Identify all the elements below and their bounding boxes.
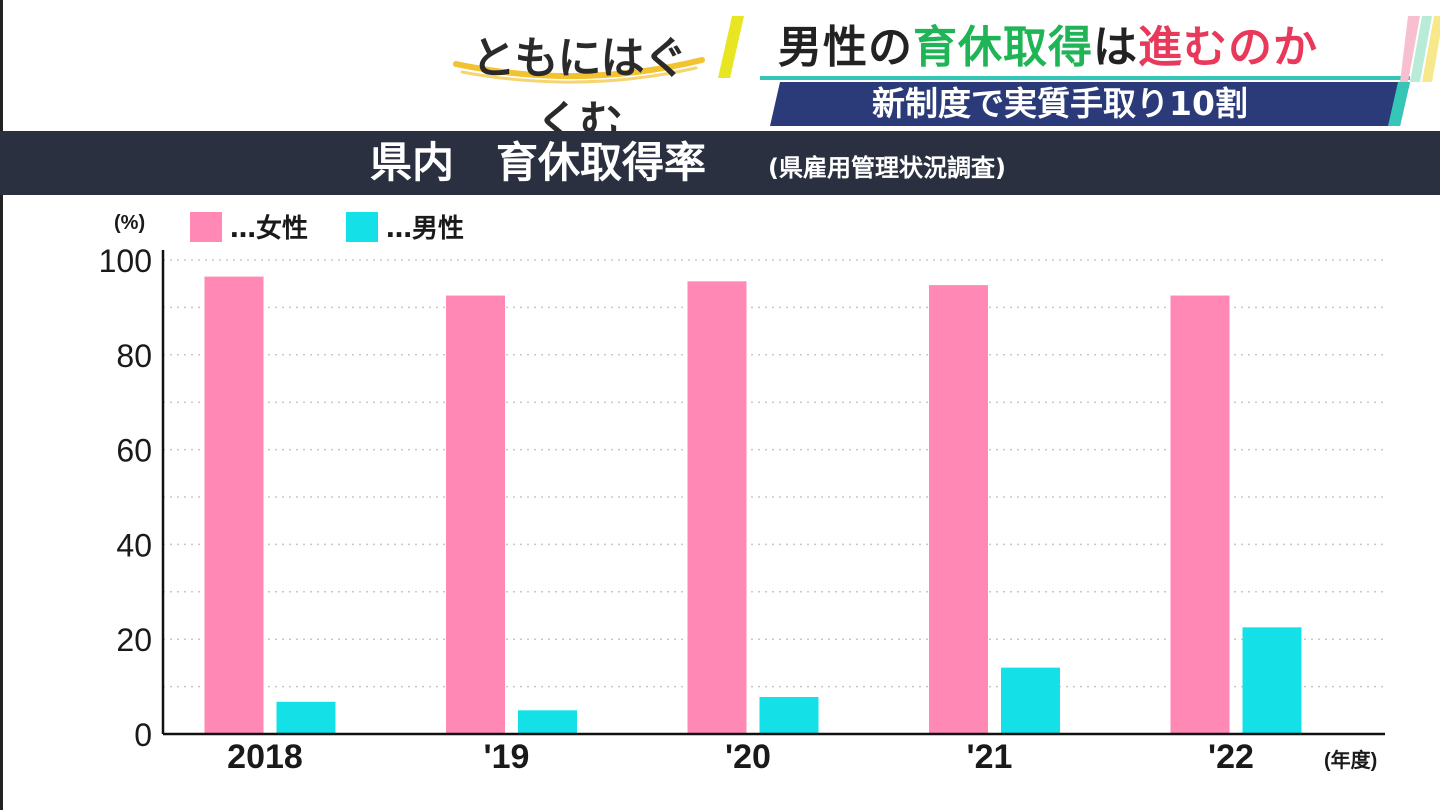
bars — [204, 276, 1302, 734]
chart-source-note: (県雇用管理状況調査) — [768, 154, 1006, 182]
legend-label-male: …男性 — [386, 214, 464, 244]
x-tick-label: '22 — [1208, 738, 1254, 776]
y-tick-label: 0 — [134, 717, 152, 753]
headline-part-3: は — [1093, 22, 1138, 73]
bar-female-0 — [204, 276, 264, 734]
headline-part-1: 男性の — [778, 22, 913, 73]
x-axis-unit: (年度) — [1324, 748, 1377, 772]
bar-female-2 — [687, 281, 747, 734]
bar-male-1 — [518, 710, 577, 734]
x-tick-label: '20 — [725, 738, 771, 776]
bar-female-4 — [1170, 295, 1230, 734]
corner-stripe-decoration — [1400, 16, 1440, 82]
headline-band — [720, 16, 1440, 78]
program-logo: ともにはぐくむ — [452, 14, 706, 148]
legend-swatch-male — [346, 212, 378, 242]
headline-slash-decoration — [718, 16, 744, 78]
left-edge-line — [0, 0, 3, 810]
x-tick-label: 2018 — [227, 738, 303, 776]
legend-label-female: …女性 — [230, 213, 308, 244]
y-tick-label: 60 — [116, 433, 152, 469]
y-tick-label: 20 — [116, 622, 152, 658]
headline-part-2: 育休取得 — [913, 22, 1093, 73]
headline-part-4: 進むのか — [1138, 22, 1318, 73]
y-tick-label: 40 — [116, 527, 152, 563]
bar-female-1 — [446, 295, 505, 734]
subtitle-text: 新制度で実質手取り10割 — [872, 84, 1248, 123]
bar-male-4 — [1242, 627, 1302, 734]
x-tick-label: '19 — [484, 738, 530, 776]
chart-title: 県内 育休取得率 — [370, 138, 707, 187]
legend-swatch-female — [190, 212, 222, 242]
headline-underline — [760, 76, 1410, 80]
bar-chart: 0 20 40 60 80 100 2018 '19 '20 '21 '22 …女性 …男性 (%)… — [99, 212, 1385, 776]
headline: 男性の育休取得は進むのか — [778, 20, 1318, 76]
bar-female-3 — [929, 285, 988, 734]
y-axis-unit: (%) — [114, 212, 145, 234]
subtitle-band — [770, 82, 1410, 126]
logo-swoosh-icon — [453, 57, 705, 84]
axes: 0 20 40 60 80 100 2018 '19 '20 '21 '22 — [99, 243, 1385, 776]
legend: …女性 …男性 — [190, 212, 464, 244]
y-tick-label: 100 — [99, 243, 152, 279]
chart-title-bar — [0, 131, 1440, 195]
bar-male-2 — [759, 697, 819, 734]
bar-male-3 — [1001, 667, 1060, 734]
bar-male-0 — [276, 701, 336, 734]
y-tick-label: 80 — [116, 338, 152, 374]
x-tick-label: '21 — [967, 738, 1013, 776]
grid-lines — [163, 259, 1385, 688]
